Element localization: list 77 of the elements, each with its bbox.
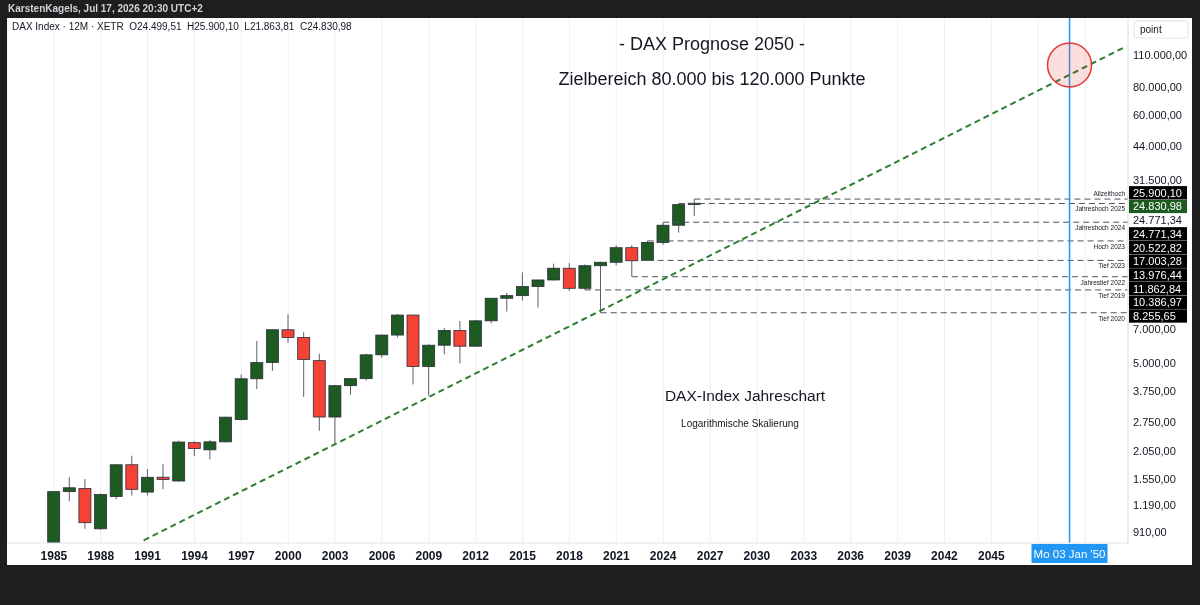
- text: - DAX Prognose 2050 -: [618, 34, 806, 54]
- ref-line-label: Mo 03 Jan '50: [1033, 548, 1106, 560]
- x-tick-label: 1994: [181, 548, 209, 563]
- candlestick: [656, 221, 670, 246]
- y-tick-label: 1.550,00: [1133, 472, 1176, 485]
- candlestick: [250, 340, 264, 390]
- candlestick: [562, 262, 576, 292]
- text: 8.255,65: [1133, 309, 1176, 322]
- x-tick-label: 2039: [884, 548, 912, 563]
- x-tick-label: 2030: [743, 548, 771, 563]
- y-tick-label: 5.000,00: [1133, 356, 1176, 369]
- x-tick-label: 2006: [368, 548, 396, 563]
- y-tick-label: 44.000,00: [1133, 140, 1182, 153]
- candlestick: [297, 331, 311, 398]
- candlestick: [453, 320, 467, 364]
- candlestick: [391, 313, 404, 338]
- x-tick-label: 2042: [931, 548, 959, 563]
- text: 13.976,44: [1133, 268, 1182, 281]
- candlestick: [359, 353, 373, 381]
- x-tick-label: 2015: [509, 548, 537, 563]
- x-tick-label: 1991: [134, 548, 162, 563]
- candlestick: [484, 297, 498, 324]
- candlestick: [672, 203, 686, 234]
- x-tick-label: 2033: [790, 548, 818, 563]
- candlestick: [640, 240, 654, 261]
- x-tick-label: 1997: [228, 548, 256, 563]
- x-tick-label: 2027: [696, 548, 724, 563]
- candlestick: [375, 334, 389, 359]
- x-tick-label: 2024: [649, 548, 677, 563]
- text: KarstenKagels, Jul 17, 2026 20:30 UTC+2: [8, 2, 203, 14]
- y-tick-label: 1.190,00: [1133, 499, 1176, 512]
- candlestick: [281, 313, 295, 344]
- annotation: Logarithmische Skalierung: [681, 417, 799, 429]
- candlestick: [515, 271, 529, 302]
- candlestick: [500, 292, 514, 313]
- annotation: DAX Index · 12M · XETR O24.499,51 H25.900,10 L21.863,81 C24.830,98: [12, 20, 352, 32]
- text: 17.003,28: [1133, 255, 1182, 268]
- candlestick: [437, 327, 451, 355]
- y-tick-label: 2.050,00: [1133, 445, 1176, 458]
- text: 20.522,82: [1133, 241, 1182, 254]
- text: 25.900,10: [1133, 186, 1182, 199]
- text: 24.771,34: [1133, 214, 1182, 227]
- candlestick: [62, 476, 76, 502]
- text: 24.771,34: [1133, 227, 1182, 240]
- y-axis-title: point: [1140, 24, 1162, 35]
- y-tick-label: 7.000,00: [1133, 323, 1176, 336]
- y-tick-label: 110.000,00: [1133, 49, 1188, 62]
- x-tick-label: 2036: [837, 548, 865, 563]
- annotation: DAX-Index Jahreschart: [664, 387, 826, 405]
- x-tick-label: 2021: [603, 548, 631, 563]
- candlestick: [531, 279, 545, 309]
- candlestick: [141, 468, 154, 496]
- candlestick: [203, 439, 217, 460]
- y-tick-label: 80.000,00: [1133, 80, 1182, 93]
- text: 11.862,84: [1133, 282, 1182, 295]
- candlestick: [609, 244, 623, 266]
- y-tick-label: 3.750,00: [1133, 385, 1176, 398]
- text: 10.386,97: [1133, 296, 1182, 309]
- candlestick: [156, 463, 170, 490]
- candlestick: [422, 343, 436, 397]
- x-tick-label: 2045: [977, 548, 1005, 563]
- y-tick-label: 910,00: [1133, 525, 1167, 538]
- y-tick-label: 31.500,00: [1133, 173, 1182, 186]
- x-tick-label: 1988: [87, 548, 115, 563]
- x-tick-label: 2000: [274, 548, 302, 563]
- text: 24.830,98: [1133, 200, 1182, 213]
- x-tick-label: 1985: [40, 548, 68, 563]
- candlestick: [578, 263, 592, 291]
- y-tick-label: 2.750,00: [1133, 415, 1176, 428]
- x-tick-label: 2012: [462, 548, 490, 563]
- text: Zielbereich 80.000 bis 120.000 Punkte: [558, 69, 866, 89]
- x-tick-label: 2009: [415, 548, 443, 563]
- candlestick: [594, 261, 607, 314]
- x-tick-label: 2003: [321, 548, 349, 563]
- candlestick: [625, 244, 639, 278]
- y-tick-label: 60.000,00: [1133, 109, 1182, 122]
- x-tick-label: 2018: [556, 548, 584, 563]
